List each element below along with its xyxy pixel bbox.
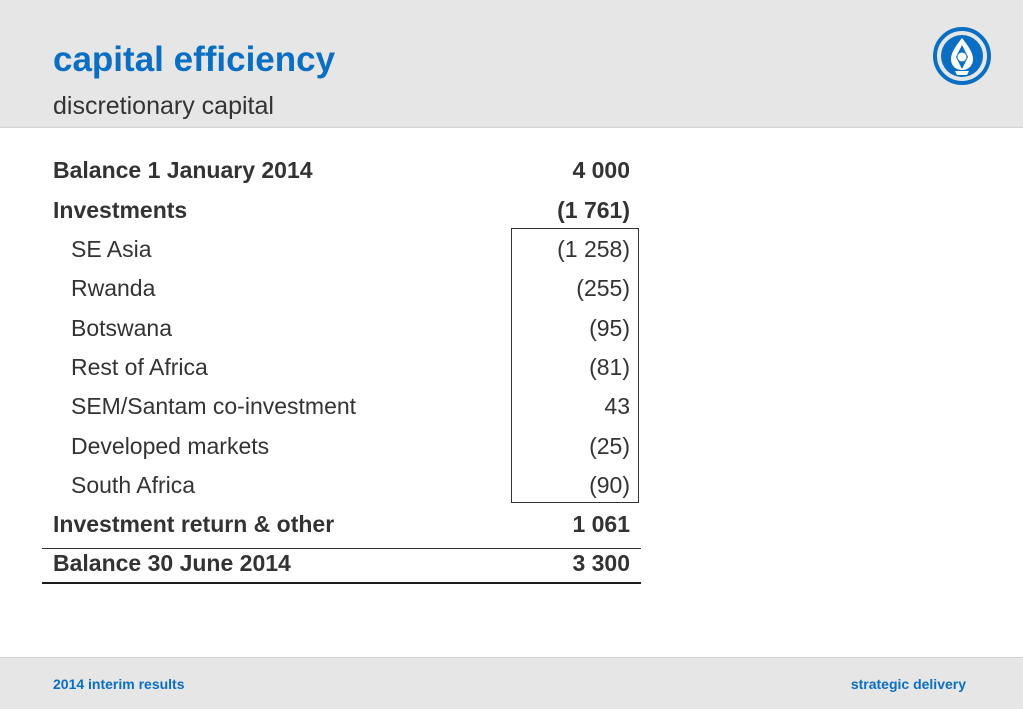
subtotal-divider <box>42 548 641 549</box>
row-label: Botswana <box>71 315 173 341</box>
row-value: (1 761) <box>557 197 630 223</box>
footer-right-text: strategic delivery <box>850 676 966 692</box>
page-title: capital efficiency <box>53 40 336 79</box>
row-value: (255) <box>576 275 630 301</box>
table-row: Balance 1 January 2014 4 000 <box>42 151 642 190</box>
row-label: Developed markets <box>71 433 270 459</box>
row-value: 1 061 <box>572 511 630 537</box>
table-row: Rwanda (255) <box>42 269 642 308</box>
footer-left-text: 2014 interim results <box>53 676 185 692</box>
header-band <box>0 0 1023 128</box>
row-value: (25) <box>589 433 630 459</box>
row-value: 3 300 <box>572 550 630 576</box>
row-value: (1 258) <box>557 236 630 262</box>
row-label: SEM/Santam co-investment <box>71 393 357 419</box>
capital-table: Balance 1 January 2014 4 000 Investments… <box>42 0 642 600</box>
row-label: Rest of Africa <box>71 354 208 380</box>
table-row: Investments (1 761) <box>42 191 642 230</box>
row-label: SE Asia <box>71 236 152 262</box>
row-label: Rwanda <box>71 275 156 301</box>
page-subtitle: discretionary capital <box>53 92 274 120</box>
row-label: Investment return & other <box>53 511 335 537</box>
footer-band <box>0 657 1023 709</box>
table-row: Rest of Africa (81) <box>42 348 642 387</box>
row-label: Investments <box>53 197 188 223</box>
total-divider <box>42 582 641 584</box>
table-row: Developed markets (25) <box>42 427 642 466</box>
row-value: 43 <box>604 393 630 419</box>
row-label: South Africa <box>71 472 196 498</box>
row-value: (95) <box>589 315 630 341</box>
company-logo-icon <box>933 27 991 85</box>
table-row: SE Asia (1 258) <box>42 230 642 269</box>
investment-detail-box <box>511 228 639 503</box>
row-value: (81) <box>589 354 630 380</box>
row-label: Balance 30 June 2014 <box>53 550 291 576</box>
table-row: SEM/Santam co-investment 43 <box>42 387 642 426</box>
row-value: 4 000 <box>572 157 630 183</box>
table-row: Botswana (95) <box>42 309 642 348</box>
row-label: Balance 1 January 2014 <box>53 157 313 183</box>
table-row: South Africa (90) <box>42 466 642 505</box>
table-row: Balance 30 June 2014 3 300 <box>42 544 642 583</box>
table-row: Investment return & other 1 061 <box>42 505 642 544</box>
row-value: (90) <box>589 472 630 498</box>
